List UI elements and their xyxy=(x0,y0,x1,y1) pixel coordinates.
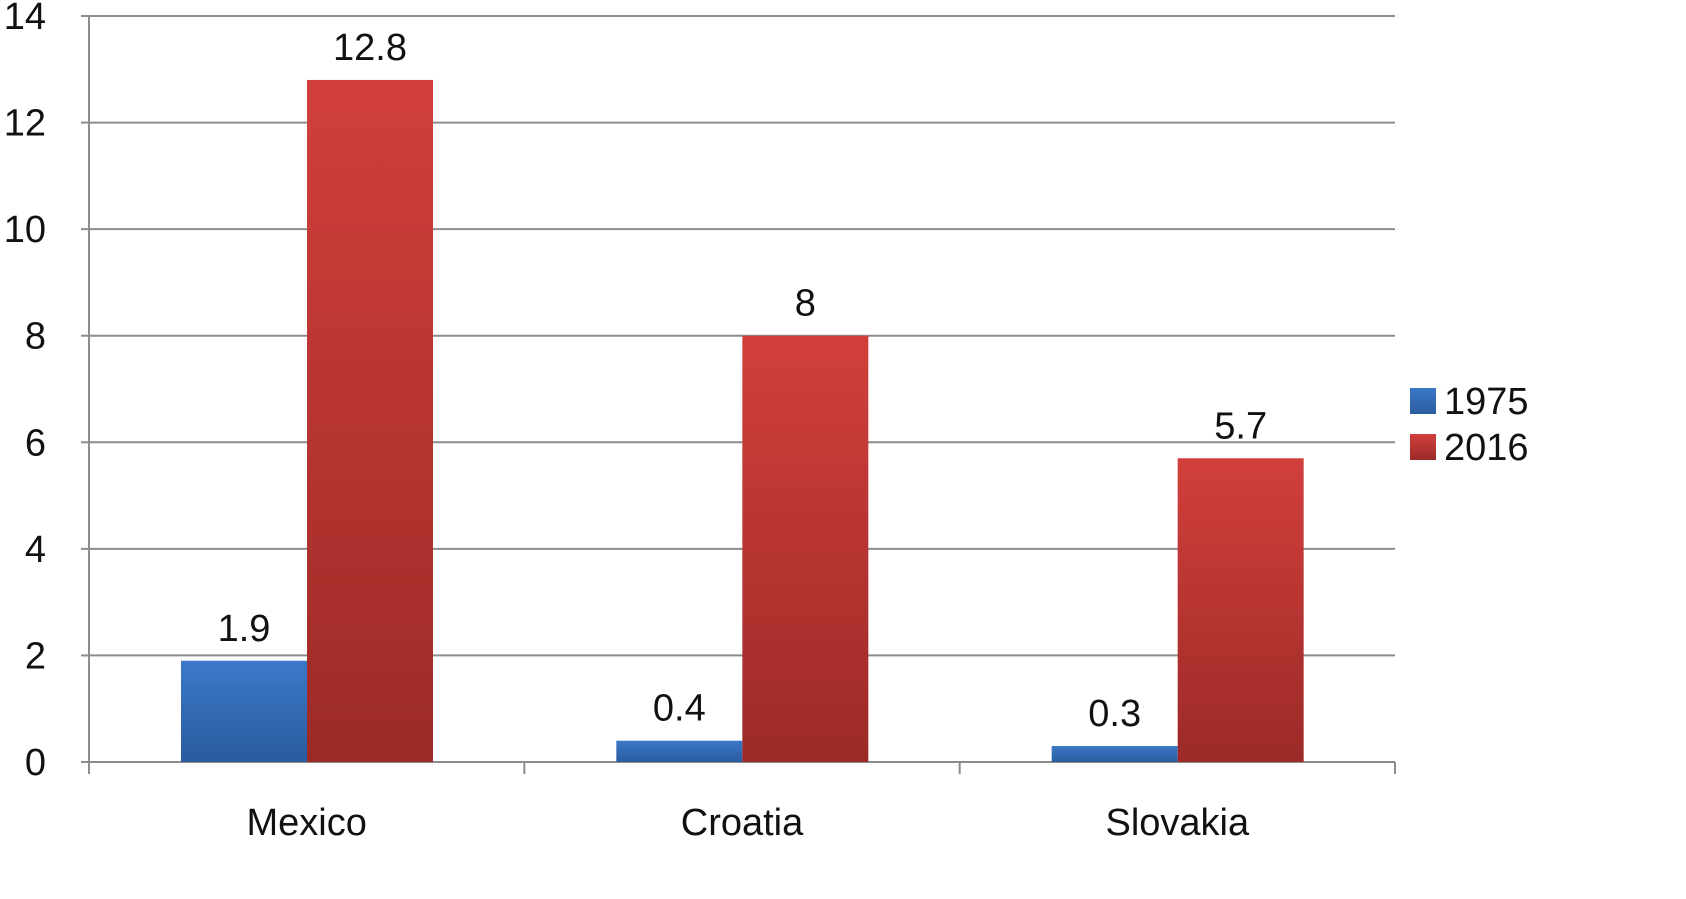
category-label: Croatia xyxy=(681,802,804,844)
category-label: Mexico xyxy=(246,802,366,844)
data-label: 12.8 xyxy=(333,27,407,69)
y-tick-label: 4 xyxy=(25,529,46,571)
bar-1975-mexico xyxy=(181,660,307,762)
bars xyxy=(181,79,1304,762)
bar-2016-slovakia xyxy=(1177,458,1304,762)
bar-2016-croatia xyxy=(742,335,869,762)
category-label: Slovakia xyxy=(1106,802,1250,844)
bar-2016-mexico xyxy=(307,79,433,762)
data-labels: 1.9 12.8 0.4 8 0.3 5.7 xyxy=(218,27,1267,735)
data-label: 0.3 xyxy=(1088,693,1141,735)
gridlines xyxy=(89,15,1395,657)
data-label: 1.9 xyxy=(218,608,271,650)
y-tick-label: 8 xyxy=(25,316,46,358)
data-label: 5.7 xyxy=(1214,405,1267,447)
y-tick-label: 2 xyxy=(25,635,46,677)
y-tick-label: 6 xyxy=(25,422,46,464)
y-tick-label: 10 xyxy=(4,209,46,251)
legend-swatch-1975 xyxy=(1410,388,1436,414)
legend-label-1975: 1975 xyxy=(1444,381,1529,423)
legend-swatch-2016 xyxy=(1410,434,1436,460)
y-tick-label: 14 xyxy=(4,0,46,38)
bar-1975-croatia xyxy=(616,740,743,762)
y-tick-label: 0 xyxy=(25,742,46,784)
legend-label-2016: 2016 xyxy=(1444,427,1529,469)
bar-1975-slovakia xyxy=(1051,746,1178,762)
y-tick-label: 12 xyxy=(4,103,46,145)
data-label: 8 xyxy=(795,283,816,325)
data-label: 0.4 xyxy=(653,688,706,730)
